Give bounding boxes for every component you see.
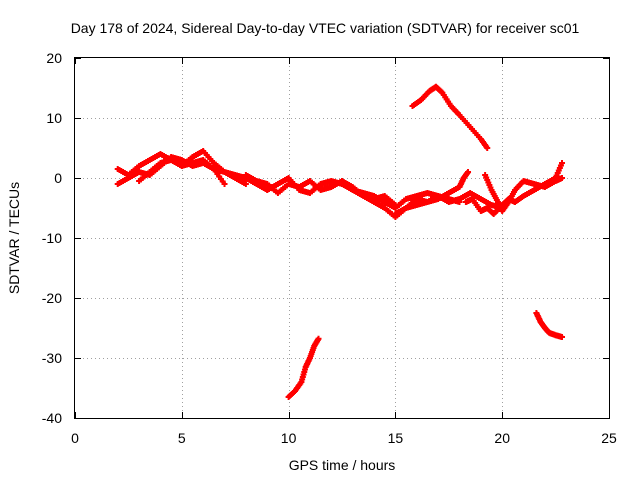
y-tick-label: -20 [42,290,62,306]
data-point-marker [559,175,566,181]
data-point-marker [315,335,322,342]
data-point-marker [221,181,228,187]
axis-ticks: 0 5 10 15 20 25 -40 -30 -20 -10 0 10 20 [42,50,617,446]
data-point-marker [465,169,472,175]
data-point-marker [242,181,249,187]
x-tick-label: 10 [281,430,297,446]
x-axis-label: GPS time / hours [289,457,396,473]
y-tick-label: -30 [42,350,62,366]
grid-lines [75,58,609,418]
data-series-sat-i [482,172,566,214]
x-tick-label: 15 [388,430,404,446]
data-series-sat-j [409,83,491,151]
data-points [114,83,566,400]
plot-area-border [74,57,610,419]
chart-title: Day 178 of 2024, Sidereal Day-to-day VTE… [71,20,580,36]
y-tick-label: -40 [42,410,62,426]
data-series-sat-g [392,169,472,217]
x-tick-label: 25 [601,430,617,446]
data-point-marker [559,334,566,340]
data-series-sat-k [285,335,322,400]
y-tick-label: 0 [54,170,62,186]
y-tick-label: -10 [42,230,62,246]
x-tick-label: 5 [178,430,186,446]
y-axis-label: SDTVAR / TECUs [6,182,22,294]
x-tick-label: 20 [494,430,510,446]
x-tick-label: 0 [71,430,79,446]
data-series-sat-l [533,310,566,340]
data-point-marker [559,160,566,166]
y-tick-label: 10 [46,110,62,126]
y-tick-label: 20 [46,50,62,66]
data-point-marker [484,145,491,151]
